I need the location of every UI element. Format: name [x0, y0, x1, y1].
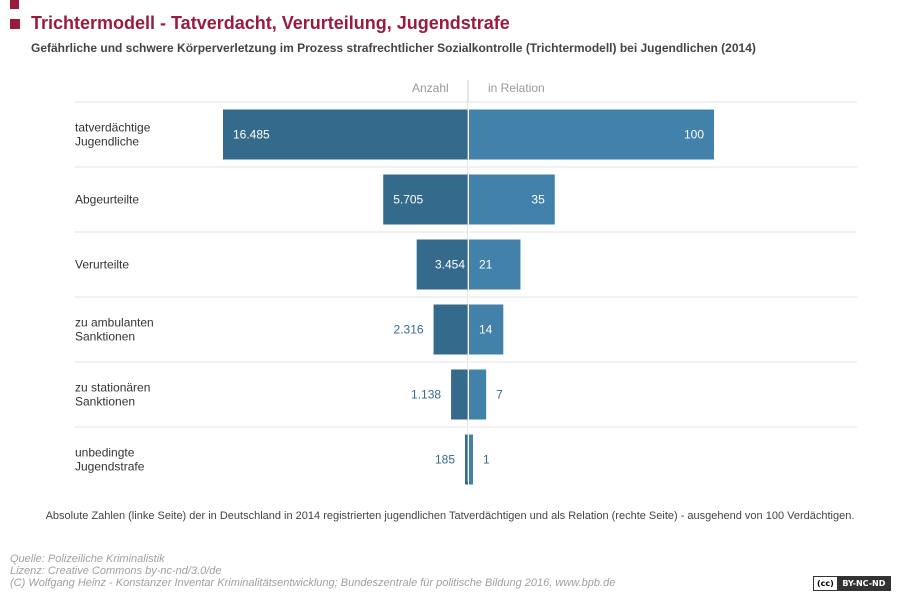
left-bar [465, 434, 468, 485]
top-accent-square [10, 0, 19, 9]
right-value-label: 14 [479, 323, 493, 337]
left-bar [416, 239, 468, 290]
left-bar [223, 109, 468, 160]
left-bar [433, 304, 468, 355]
category-label: Abgeurteilte [75, 193, 139, 207]
right-bar [469, 239, 521, 290]
left-value-label: 1.138 [411, 388, 441, 402]
left-value-label: 2.316 [394, 323, 424, 337]
category-label: Verurteilte [75, 258, 129, 272]
source-text: Quelle: Polizeiliche Kriminalistik [10, 553, 165, 565]
page-subtitle: Gefährliche und schwere Körperverletzung… [31, 41, 756, 55]
right-value-label: 100 [684, 128, 704, 142]
left-column-header: Anzahl [412, 81, 449, 95]
cc-logo-icon: (cc) [814, 577, 838, 590]
left-bar [383, 174, 468, 225]
left-value-label: 3.454 [435, 258, 465, 272]
license-text[interactable]: Lizenz: Creative Commons by-nc-nd/3.0/de [10, 565, 222, 577]
left-bar [451, 369, 468, 420]
page-title: Trichtermodell - Tatverdacht, Verurteilu… [31, 13, 510, 33]
left-value-label: 16.485 [233, 128, 270, 142]
right-value-label: 35 [531, 193, 545, 207]
category-label: zu stationären Sanktionen [75, 381, 150, 409]
right-bar [469, 369, 487, 420]
chart-note: Absolute Zahlen (linke Seite) der in Deu… [45, 510, 855, 522]
copyright-text: (C) Wolfgang Heinz - Konstanzer Inventar… [10, 577, 616, 589]
right-value-label: 1 [483, 453, 490, 467]
left-value-label: 5.705 [393, 193, 423, 207]
right-bar [469, 109, 714, 160]
category-label: zu ambulanten Sanktionen [75, 316, 154, 344]
right-value-label: 7 [496, 388, 503, 402]
cc-terms-label: BY-NC-ND [837, 577, 890, 590]
left-value-label: 185 [435, 453, 455, 467]
right-value-label: 21 [479, 258, 493, 272]
category-label: unbedingte Jugendstrafe [75, 446, 145, 474]
right-bar [469, 434, 473, 485]
right-column-header: in Relation [488, 81, 545, 95]
right-bar [469, 304, 504, 355]
cc-license-badge[interactable]: (cc) BY-NC-ND [813, 576, 891, 591]
category-label: tatverdächtige Jugendliche [75, 121, 151, 149]
title-bullet-square [10, 19, 20, 29]
right-bar [469, 174, 555, 225]
